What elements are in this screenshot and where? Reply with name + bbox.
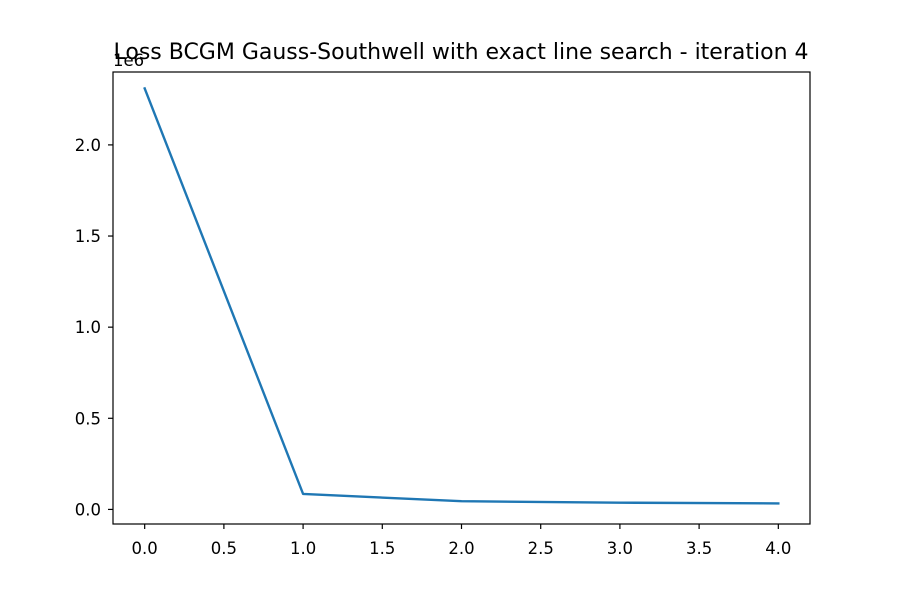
plot-area: 0.0 0.5 1.0 1.5 2.0 2.5 3.0 3.5 4.0 0.0 0.5 1.0 1.5 2…	[75, 71, 811, 558]
chart-title: Loss BCGM Gauss-Southwell with exact lin…	[113, 40, 808, 65]
y-tick-label: 0.0	[75, 500, 101, 519]
x-tick-label: 0.5	[211, 539, 237, 558]
y-axis-offset-label: 1e6	[113, 51, 144, 70]
x-tick-label: 0.0	[132, 539, 158, 558]
x-tick-label: 1.5	[369, 539, 395, 558]
x-tick-label: 1.0	[290, 539, 316, 558]
y-tick-label: 0.5	[75, 409, 101, 428]
x-tick-label: 3.0	[607, 539, 633, 558]
y-tick-label: 1.5	[75, 227, 101, 246]
y-tick-label: 2.0	[75, 136, 101, 155]
x-tick-label: 2.0	[448, 539, 474, 558]
x-tick-label: 4.0	[765, 539, 791, 558]
axes-frame	[112, 71, 811, 525]
x-tick-label: 2.5	[528, 539, 554, 558]
x-tick-label: 3.5	[686, 539, 712, 558]
y-tick-label: 1.0	[75, 318, 101, 337]
series-line-0	[143, 86, 780, 505]
